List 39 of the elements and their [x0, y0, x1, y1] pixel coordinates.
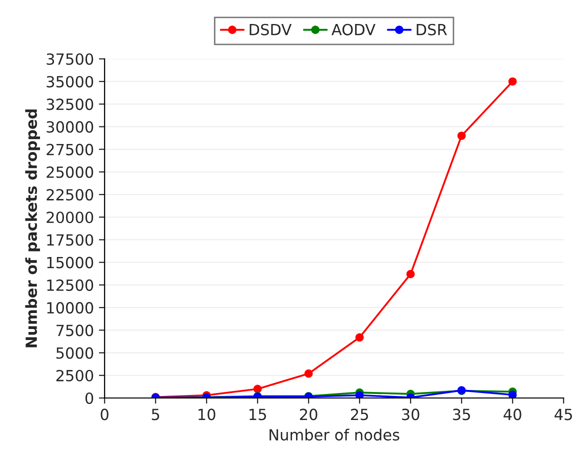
point: [457, 132, 466, 140]
y-tick-label: 20000: [46, 212, 94, 224]
point: [406, 270, 415, 278]
x-tick-label: 25: [350, 408, 368, 420]
y-tick-label: 22500: [46, 188, 94, 201]
point: [355, 333, 364, 342]
y-tick-label: 12500: [47, 279, 94, 291]
y-tick-label: 10000: [47, 302, 94, 314]
y-axis-title: Number of packets dropped: [25, 109, 40, 348]
y-tick-label: 32500: [46, 98, 94, 110]
y-tick-label: 30000: [46, 121, 94, 133]
x-tick-label: 15: [250, 408, 266, 420]
point: [355, 391, 364, 398]
point: [304, 369, 313, 378]
y-tick-label: 2500: [56, 370, 94, 382]
point: [508, 77, 517, 86]
x-axis-title: Number of nodes: [270, 428, 400, 441]
y-tick-label: 5000: [56, 347, 94, 359]
point: [508, 390, 517, 398]
legend-label: DSR: [416, 24, 447, 36]
y-tick-label: 0: [85, 392, 94, 404]
x-tick-label: 5: [152, 408, 160, 420]
x-tick-label: 40: [504, 408, 522, 420]
y-tick-label: 37500: [46, 53, 94, 65]
x-tick-label: 30: [402, 408, 420, 420]
x-tick-label: 0: [100, 408, 108, 420]
y-tick-label: 17500: [47, 234, 94, 246]
y-tick-label: 27500: [46, 144, 94, 156]
y-tick-label: 35000: [46, 76, 94, 88]
y-tick-label: 25000: [46, 166, 94, 178]
y-tick-label: 15000: [47, 256, 94, 268]
legend-label: AODV: [332, 24, 376, 36]
legend-label: DSDV: [250, 24, 292, 36]
y-tick-label: 7500: [56, 324, 94, 336]
x-tick-label: 45: [554, 408, 572, 420]
x-tick-label: 20: [300, 408, 318, 420]
x-tick-label: 35: [453, 408, 470, 420]
point: [253, 384, 262, 394]
x-tick-label: 10: [198, 408, 216, 420]
